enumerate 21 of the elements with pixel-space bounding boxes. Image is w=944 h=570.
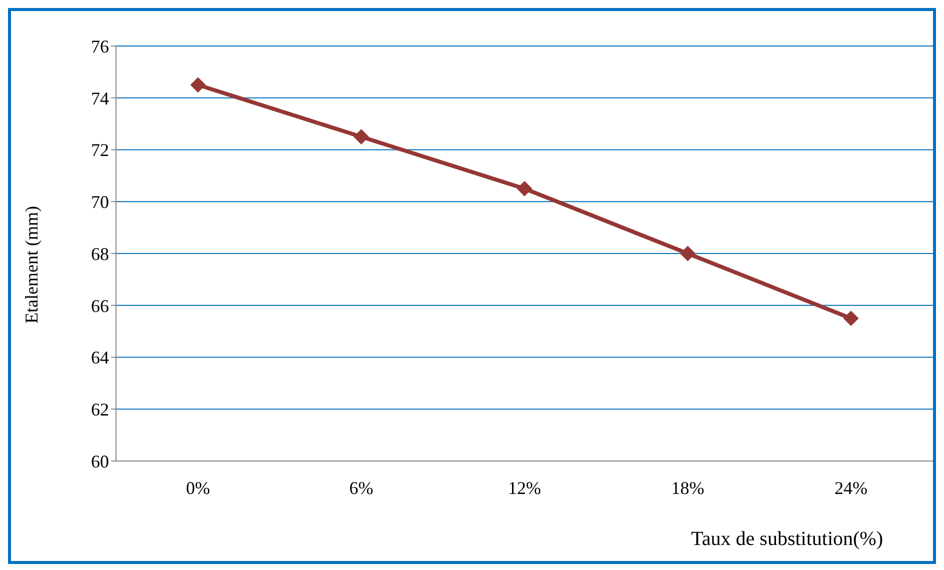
point [517, 181, 532, 196]
point [190, 77, 206, 92]
y-tick-label: 60 [91, 451, 109, 472]
x-tick-label: 18% [671, 478, 704, 498]
y-tick-label: 72 [91, 140, 109, 160]
y-tick-label: 76 [91, 36, 109, 56]
y-tick-label: 66 [91, 296, 109, 316]
x-tick-label: 0% [186, 478, 210, 498]
y-tick-label: 70 [91, 192, 109, 212]
y-tick-label: 68 [91, 244, 109, 264]
point [844, 310, 858, 326]
point [680, 246, 696, 261]
y-axis-title: Etalement (mm) [21, 206, 42, 324]
point [354, 129, 369, 144]
x-tick-label: 24% [834, 478, 868, 498]
y-tick-label: 64 [91, 348, 109, 368]
x-tick-label: 6% [349, 478, 374, 498]
x-tick-label: 12% [508, 478, 541, 498]
x-axis-title: Taux de substitution(%) [691, 528, 883, 551]
y-tick-label: 74 [91, 88, 109, 108]
y-tick-label: 62 [91, 400, 109, 420]
